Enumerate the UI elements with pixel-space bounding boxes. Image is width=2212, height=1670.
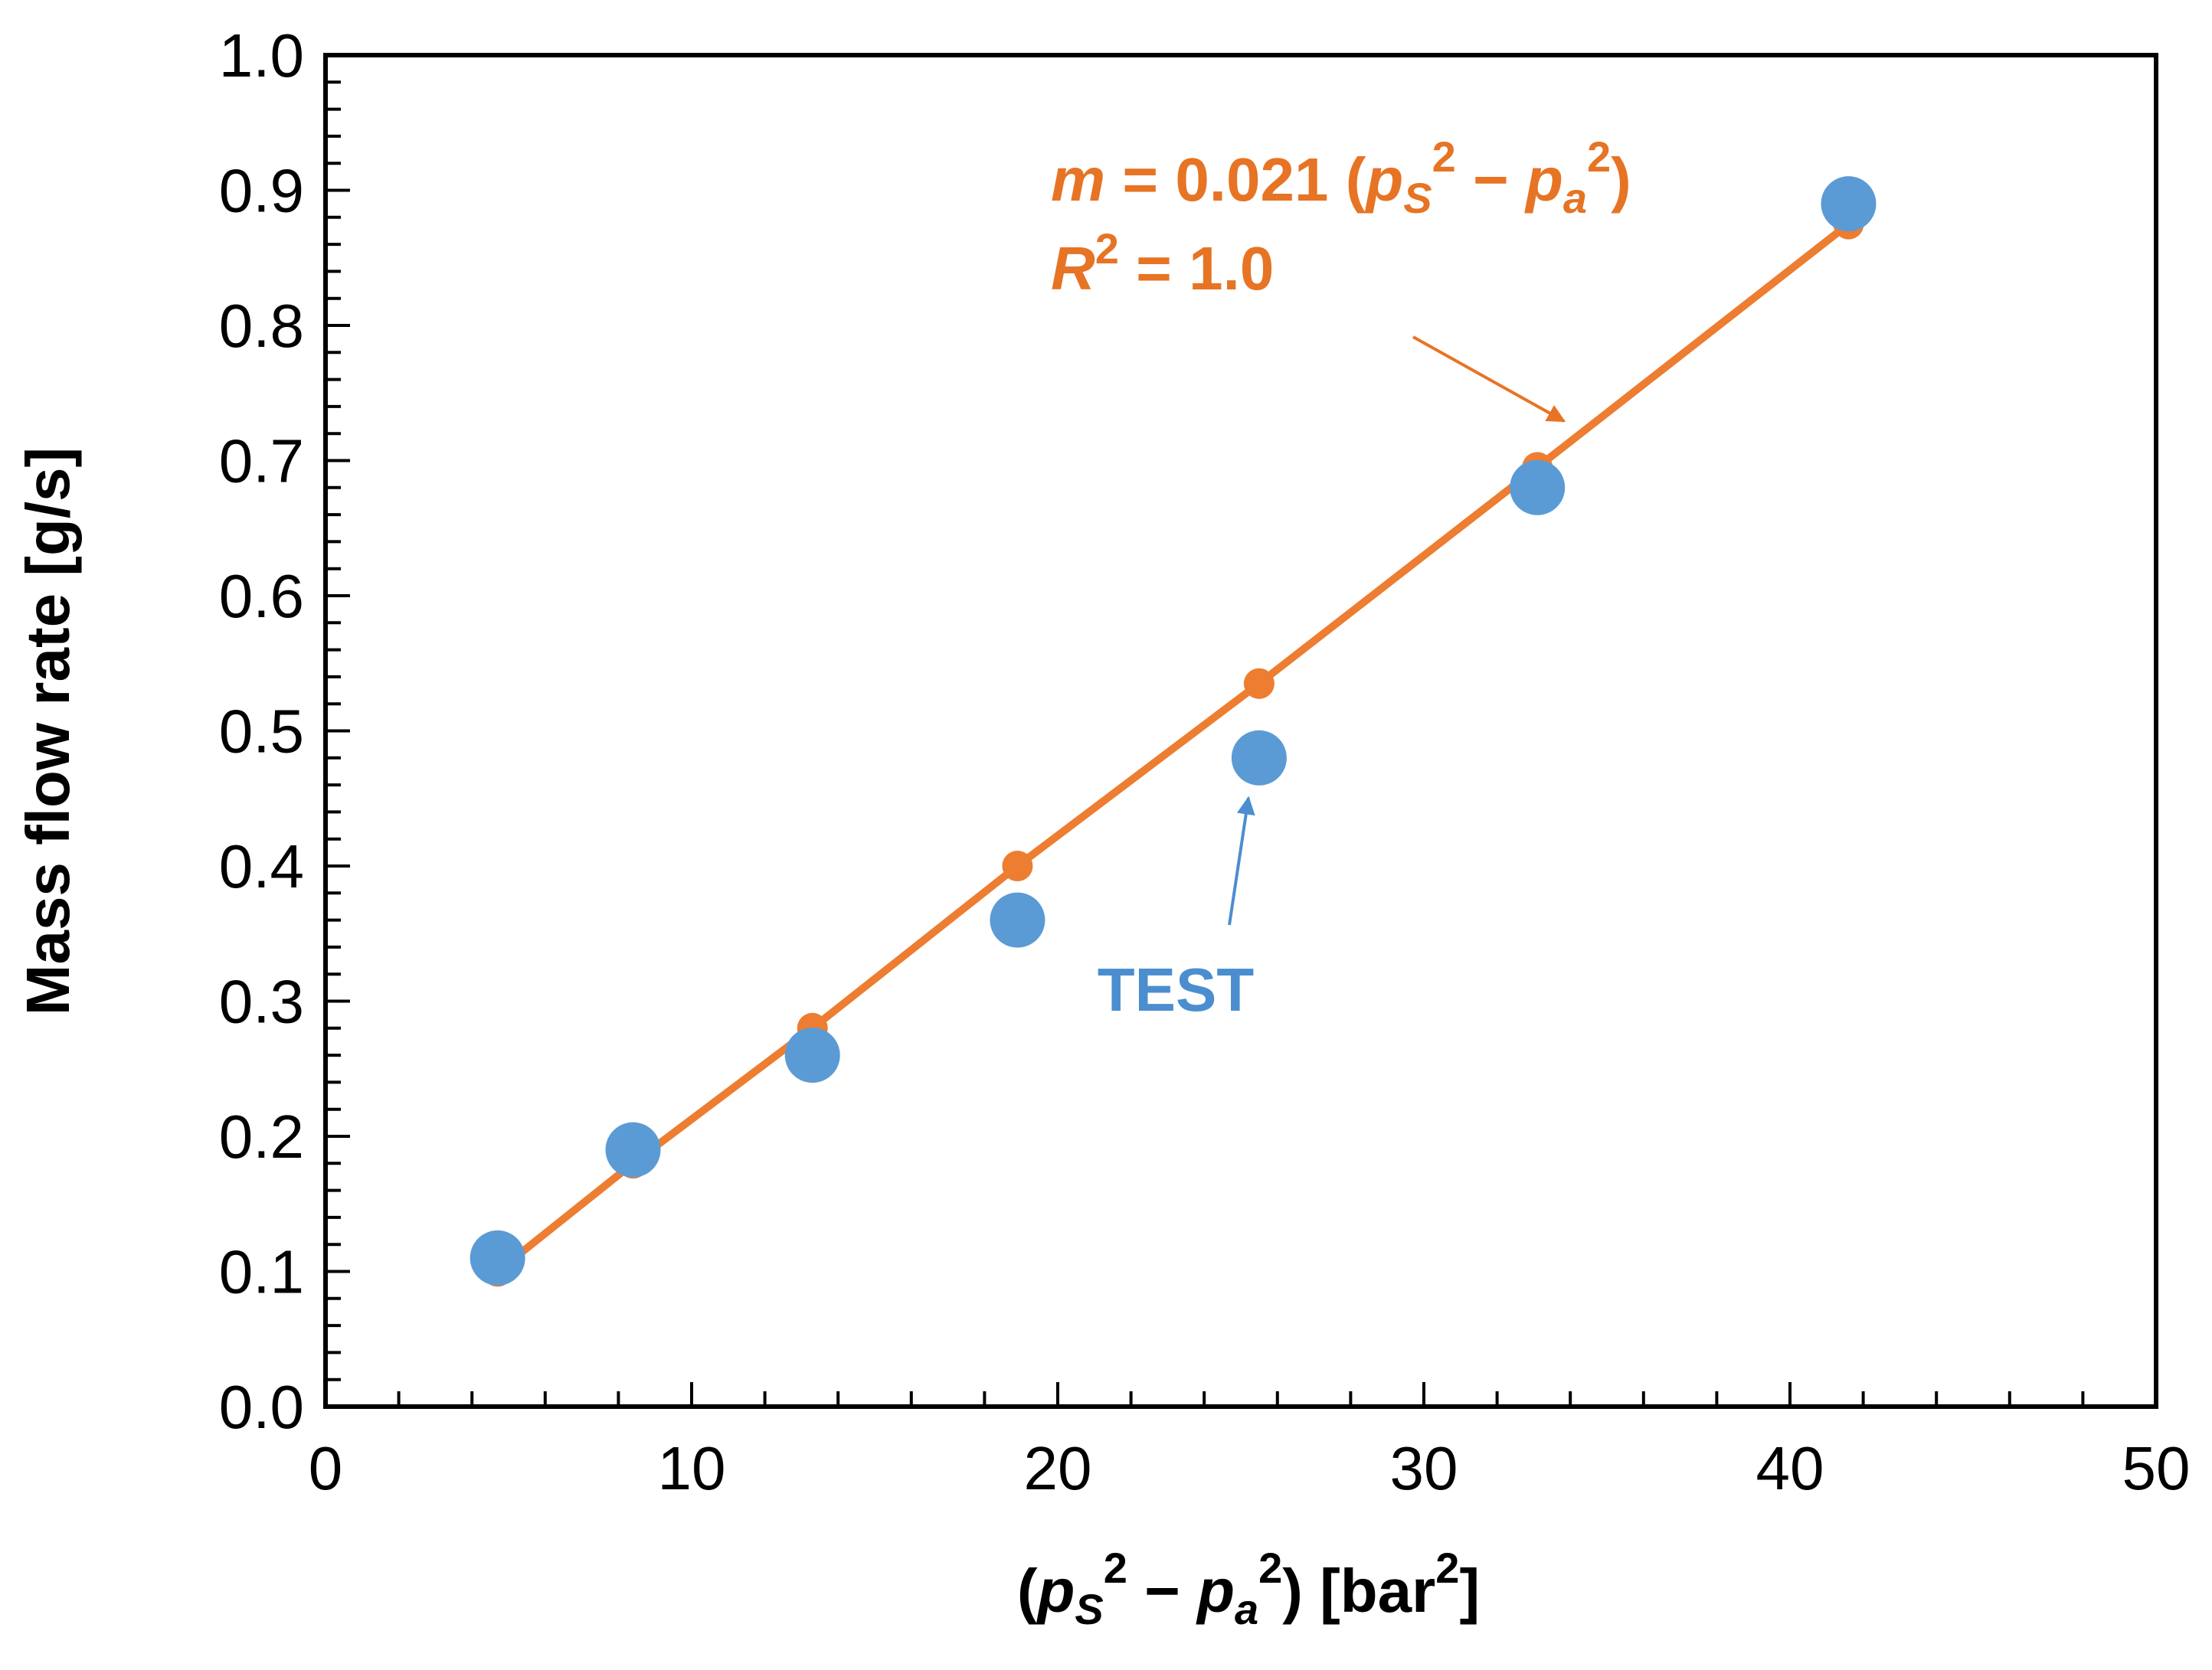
y-tick-label: 0.6 <box>219 562 304 630</box>
x-tick-label: 30 <box>1390 1434 1458 1502</box>
test-data-point <box>990 892 1045 948</box>
x-tick-label: 40 <box>1756 1434 1824 1502</box>
x-tick-label: 10 <box>658 1434 726 1502</box>
x-tick-label: 0 <box>309 1434 343 1502</box>
test-data-point <box>1821 176 1877 232</box>
test-data-point <box>1231 730 1287 786</box>
fit-arrow <box>1412 335 1566 423</box>
test-data-point <box>1510 459 1566 515</box>
plot-frame <box>323 53 2158 1409</box>
x-axis-title: (pS2 − pa2) [bar2] <box>1017 1544 1480 1633</box>
y-tick-label: 0.7 <box>219 427 304 495</box>
y-tick-label: 0.9 <box>219 157 304 225</box>
y-tick-label: 0.0 <box>219 1373 304 1441</box>
y-tick-label: 1.0 <box>219 21 304 90</box>
y-tick-label: 0.5 <box>219 698 304 766</box>
minor-ticks <box>324 54 2158 1408</box>
data-points-layer <box>470 176 1877 1286</box>
fit-line-layer <box>482 208 1864 1287</box>
y-axis-title: Mass flow rate [g/s] <box>14 447 82 1015</box>
test-data-point <box>605 1122 661 1178</box>
y-tick-label: 0.1 <box>219 1238 304 1306</box>
fit-line <box>495 221 1851 1275</box>
test-data-point <box>784 1028 840 1083</box>
r-squared-label: R2 = 1.0 <box>1051 224 1274 302</box>
y-tick-label: 0.2 <box>219 1103 304 1171</box>
test-arrow <box>1228 796 1255 926</box>
y-tick-label: 0.3 <box>219 968 304 1036</box>
test-label: TEST <box>1098 956 1255 1024</box>
y-tick-label: 0.8 <box>219 292 304 360</box>
test-data-point <box>470 1230 525 1286</box>
y-axis-ticks: 0.0 0.1 0.2 0.3 0.4 0.5 0.6 0.7 0.8 0.9 1.0 <box>219 21 304 1441</box>
x-axis-ticks: 0 10 20 30 40 50 <box>309 1434 2191 1502</box>
fit-point <box>1243 668 1275 699</box>
y-tick-label: 0.4 <box>219 832 304 900</box>
x-tick-label: 50 <box>2122 1434 2191 1502</box>
fit-equation-label: m = 0.021 (pS2 − pa2) <box>1051 132 1631 222</box>
x-tick-label: 20 <box>1024 1434 1092 1502</box>
fit-point <box>1002 851 1033 881</box>
